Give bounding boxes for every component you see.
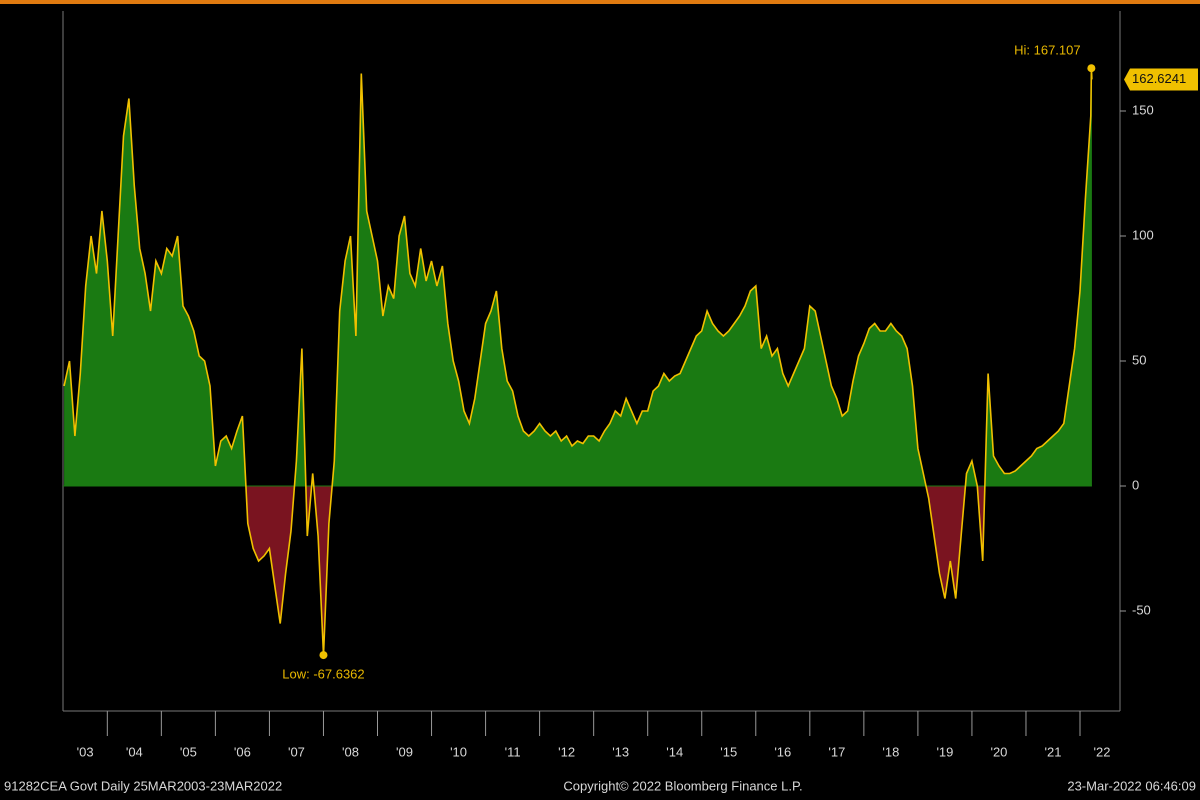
x-tick-label: '14 xyxy=(666,744,683,759)
x-tick-label: '22 xyxy=(1094,744,1111,759)
x-tick-label: '16 xyxy=(774,744,791,759)
last-value-label: 162.6241 xyxy=(1132,71,1186,86)
high-marker xyxy=(1087,64,1096,73)
x-tick-label: '18 xyxy=(882,744,899,759)
footer-left: 91282CEA Govt Daily 25MAR2003-23MAR2022 xyxy=(4,778,282,793)
x-tick-label: '15 xyxy=(720,744,737,759)
x-tick-label: '12 xyxy=(558,744,575,759)
high-label: Hi: 167.107 xyxy=(1014,43,1081,58)
last-value-box xyxy=(1124,68,1198,91)
x-tick-label: '07 xyxy=(288,744,305,759)
line xyxy=(63,68,1093,656)
x-tick-label: '19 xyxy=(936,744,953,759)
area-positive xyxy=(64,68,1092,486)
y-tick-label: 0 xyxy=(1132,477,1139,492)
y-tick-label: 150 xyxy=(1132,102,1154,117)
x-tick-label: '13 xyxy=(612,744,629,759)
y-tick-label: 50 xyxy=(1132,352,1146,367)
x-tick-label: '17 xyxy=(828,744,845,759)
x-tick-label: '06 xyxy=(234,744,251,759)
x-tick-label: '11 xyxy=(505,744,521,759)
footer-right: 23-Mar-2022 06:46:09 xyxy=(1067,778,1196,793)
y-tick-label: 100 xyxy=(1132,227,1154,242)
x-tick-label: '05 xyxy=(180,744,197,759)
x-tick-label: '08 xyxy=(342,744,359,759)
low-marker xyxy=(319,651,328,660)
y-tick-label: -50 xyxy=(1132,602,1151,617)
x-tick-label: '10 xyxy=(450,744,467,759)
x-tick-label: '09 xyxy=(396,744,413,759)
low-label: Low: -67.6362 xyxy=(282,667,364,682)
x-tick-label: '21 xyxy=(1045,744,1062,759)
x-tick-label: '04 xyxy=(126,744,143,759)
x-tick-label: '03 xyxy=(77,744,94,759)
top-bar xyxy=(0,0,1200,4)
x-tick-label: '20 xyxy=(990,744,1007,759)
area-negative xyxy=(64,486,1092,656)
footer-center: Copyright© 2022 Bloomberg Finance L.P. xyxy=(563,778,802,793)
